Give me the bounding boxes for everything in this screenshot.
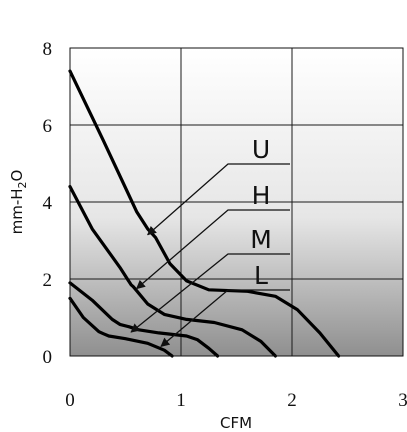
curve-leaders xyxy=(130,163,290,347)
curve-u xyxy=(68,69,341,358)
leader-l xyxy=(160,289,290,347)
x-tick-label-1: 1 xyxy=(176,390,186,411)
y-tick-labels: 0 2 4 6 8 xyxy=(43,39,53,368)
curve-l xyxy=(68,296,174,358)
curve-label-h: H xyxy=(252,181,271,210)
y-axis-label: mm-H2O xyxy=(8,170,29,235)
curve-h xyxy=(68,185,277,358)
leader-u xyxy=(147,163,290,236)
x-tick-labels: 0 1 2 3 xyxy=(65,390,407,411)
leader-m xyxy=(130,253,290,333)
y-tick-label-1: 2 xyxy=(43,270,53,291)
y-axis-label-main: mm-H xyxy=(8,188,26,234)
y-tick-label-3: 6 xyxy=(43,116,53,137)
x-tick-label-0: 0 xyxy=(65,390,75,411)
curve-label-u: U xyxy=(252,135,270,164)
x-tick-label-3: 3 xyxy=(398,390,407,411)
curve-label-l: L xyxy=(254,261,268,290)
leader-h xyxy=(135,209,290,290)
y-tick-label-2: 4 xyxy=(43,193,53,214)
curve-label-m: M xyxy=(250,225,272,254)
x-axis-label: CFM xyxy=(220,414,252,432)
y-axis-label-subscript: 2 xyxy=(16,181,29,188)
y-tick-label-0: 0 xyxy=(43,347,53,368)
y-tick-label-4: 8 xyxy=(43,39,53,60)
plot-frame xyxy=(69,47,404,357)
y-axis-label-suffix: O xyxy=(8,170,26,182)
x-tick-label-2: 2 xyxy=(287,390,297,411)
